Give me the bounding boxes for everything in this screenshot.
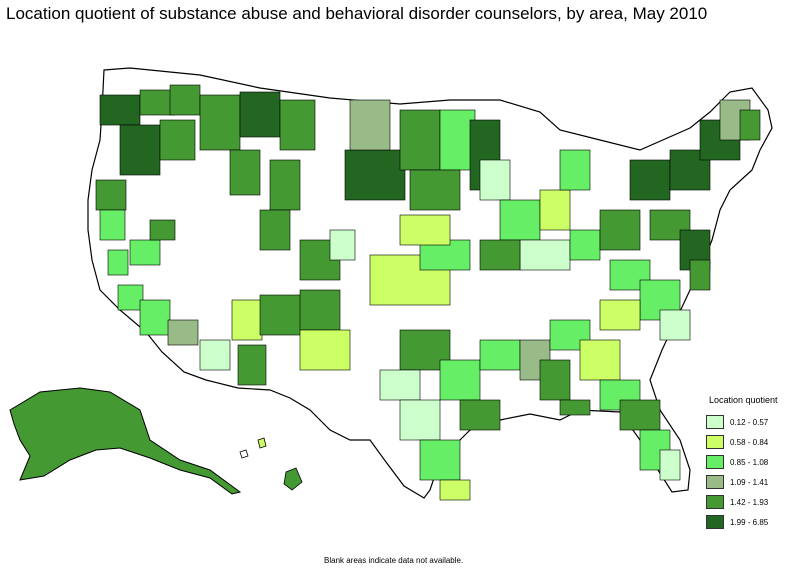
area-region <box>599 209 641 251</box>
area-region <box>117 284 144 311</box>
legend-title: Location quotient <box>709 395 778 405</box>
area-region <box>539 189 571 231</box>
area-region <box>269 159 301 211</box>
area-region <box>279 99 316 151</box>
legend-label: 0.12 - 0.57 <box>730 417 769 427</box>
legend-label: 1.42 - 1.93 <box>730 497 769 507</box>
legend-label: 1.99 - 6.85 <box>730 517 769 527</box>
area-region <box>579 339 621 381</box>
area-region <box>519 239 571 271</box>
area-region <box>259 209 291 251</box>
map-legend: Location quotient 0.12 - 0.57 0.58 - 0.84… <box>706 395 778 532</box>
legend-swatch <box>706 495 724 509</box>
legend-swatch <box>706 475 724 489</box>
area-region <box>95 179 127 211</box>
hawaii-islands <box>239 437 303 491</box>
area-region <box>399 399 441 441</box>
area-region <box>439 359 481 401</box>
area-region <box>159 119 196 161</box>
area-region <box>199 339 231 371</box>
area-region <box>119 124 161 176</box>
area-region <box>149 219 176 241</box>
area-region <box>349 99 391 151</box>
county-areas <box>95 84 761 501</box>
area-region <box>169 84 201 116</box>
legend-item: 0.85 - 1.08 <box>706 452 778 472</box>
legend-item: 1.09 - 1.41 <box>706 472 778 492</box>
footnote: Blank areas indicate data not available. <box>324 556 464 565</box>
area-region <box>139 299 171 336</box>
area-region <box>439 479 471 501</box>
area-region <box>559 149 591 191</box>
legend-label: 1.09 - 1.41 <box>730 477 769 487</box>
legend-swatch <box>706 455 724 469</box>
area-region <box>569 229 601 261</box>
legend-swatch <box>706 415 724 429</box>
area-region <box>479 339 521 371</box>
legend-item: 0.58 - 0.84 <box>706 432 778 452</box>
area-region <box>459 399 501 431</box>
area-region <box>539 359 571 401</box>
area-region <box>559 399 591 416</box>
area-region <box>239 91 281 138</box>
area-region <box>689 259 711 291</box>
area-region <box>619 399 661 431</box>
area-region <box>99 94 141 126</box>
area-region <box>399 214 451 246</box>
legend-swatch <box>706 435 724 449</box>
area-region <box>659 309 691 341</box>
legend-label: 0.85 - 1.08 <box>730 457 769 467</box>
area-region <box>379 369 421 401</box>
legend-item: 1.99 - 6.85 <box>706 512 778 532</box>
area-region <box>299 289 341 331</box>
area-region <box>409 169 461 211</box>
area-region <box>107 249 129 276</box>
area-region <box>479 159 511 201</box>
area-region <box>99 209 126 241</box>
area-region <box>167 319 199 346</box>
map-title: Location quotient of substance abuse and… <box>6 4 708 23</box>
area-region <box>231 299 263 341</box>
alaska-outline <box>9 387 242 495</box>
area-region <box>299 329 351 371</box>
area-region <box>499 199 541 241</box>
area-region <box>369 254 451 306</box>
area-region <box>419 439 461 481</box>
legend-item: 0.12 - 0.57 <box>706 412 778 432</box>
area-region <box>629 159 671 201</box>
area-region <box>439 109 476 171</box>
area-region <box>139 89 176 116</box>
area-region <box>659 449 681 481</box>
area-region <box>199 94 241 151</box>
area-region <box>344 149 406 201</box>
area-region <box>329 229 356 261</box>
legend-label: 0.58 - 0.84 <box>730 437 769 447</box>
area-region <box>479 239 521 271</box>
legend-item: 1.42 - 1.93 <box>706 492 778 512</box>
area-region <box>399 109 441 171</box>
area-region <box>237 344 267 386</box>
area-region <box>739 109 761 141</box>
area-region <box>229 149 261 196</box>
area-region <box>599 299 641 331</box>
area-region <box>129 239 161 266</box>
legend-swatch <box>706 515 724 529</box>
